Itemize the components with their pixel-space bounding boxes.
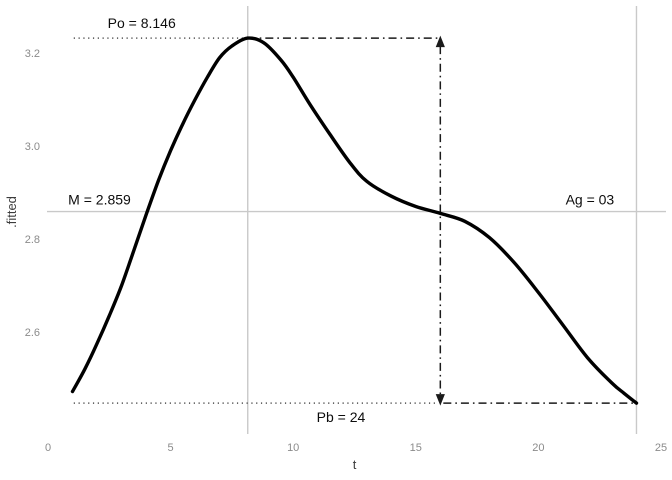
tick-label: 15	[410, 442, 422, 454]
arrow-up-icon	[435, 35, 445, 48]
y-axis-tick-labels: 3.2 3.0 2.8 2.6	[25, 48, 40, 339]
tick-label: 5	[168, 442, 174, 454]
annotation-m: M = 2.859	[68, 192, 131, 208]
x-axis-tick-labels: 0 5 10 15 20 25	[45, 442, 667, 454]
tick-label: 0	[45, 442, 51, 454]
arrow-down-icon	[435, 394, 445, 406]
tick-label: 2.8	[25, 234, 40, 246]
tick-label: 3.2	[25, 48, 40, 60]
tick-label: 10	[287, 442, 299, 454]
fitted-curve-line	[70, 36, 639, 405]
tick-label: 2.6	[25, 327, 40, 339]
tick-label: 20	[532, 442, 544, 454]
y-axis-title: .fitted	[4, 196, 19, 228]
tick-label: 25	[655, 442, 667, 454]
annotation-pb: Pb = 24	[317, 409, 366, 425]
annotation-ag: Ag = 03	[566, 192, 615, 208]
annotation-po: Po = 8.146	[108, 15, 176, 31]
tick-label: 3.0	[25, 141, 40, 153]
x-axis-title: t	[353, 457, 357, 472]
